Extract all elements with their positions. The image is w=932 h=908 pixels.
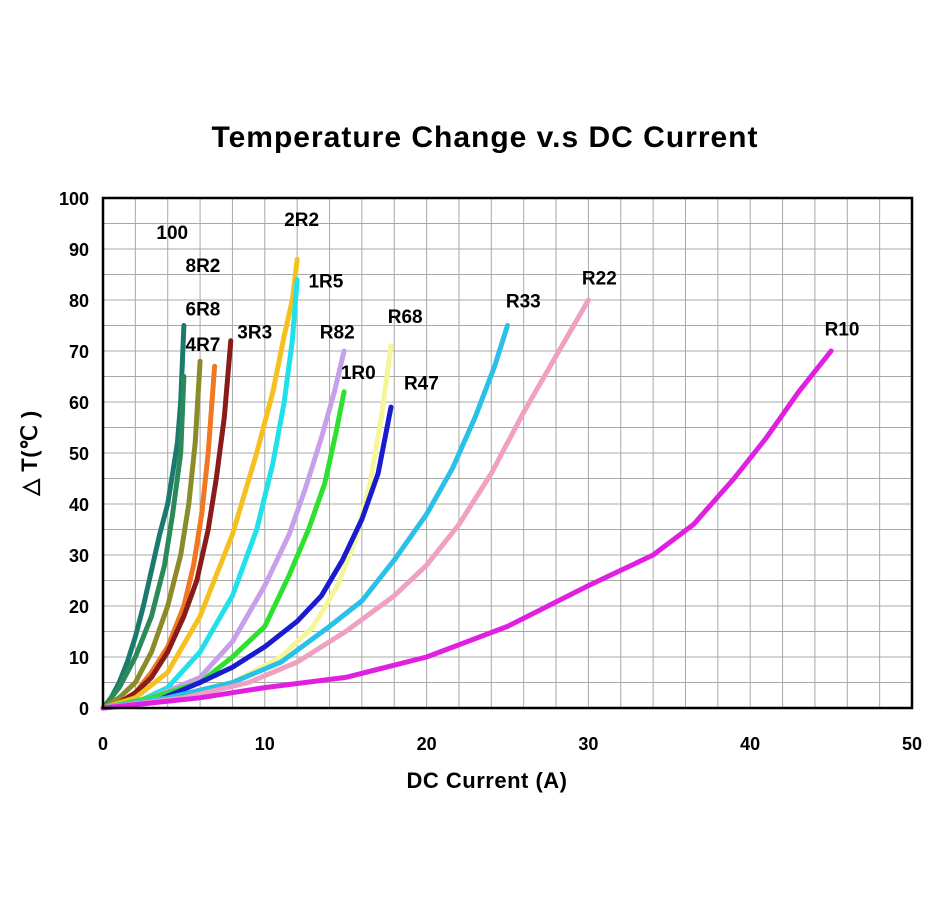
series-label-1r0: 1R0: [341, 363, 376, 384]
chart-title: Temperature Change v.s DC Current: [212, 121, 759, 154]
y-tick-label: 40: [69, 495, 89, 515]
y-tick-label: 30: [69, 546, 89, 566]
series-label-4r7: 4R7: [186, 335, 221, 356]
series-label-1r5: 1R5: [308, 271, 343, 292]
x-tick-label: 40: [740, 734, 760, 754]
series-label-r82: R82: [320, 322, 355, 343]
y-tick-label: 20: [69, 597, 89, 617]
y-tick-label: 10: [69, 648, 89, 668]
series-label-3r3: 3R3: [237, 322, 272, 343]
series-line-8r2: [100, 374, 187, 711]
grid: [102, 197, 913, 709]
series-line-r33: [100, 323, 510, 711]
series-label-100: 100: [156, 223, 188, 244]
plot-frame: [101, 196, 914, 710]
y-tick-label: 90: [69, 240, 89, 260]
y-axis-title: △ T(℃ ): [17, 410, 42, 496]
y-tick-label: 50: [69, 444, 89, 464]
x-tick-label: 10: [255, 734, 275, 754]
series-label-r47: R47: [404, 373, 439, 394]
series-line-r47: [100, 404, 394, 711]
x-tick-label: 30: [578, 734, 598, 754]
y-axis-ticks: 0 10 20 30 40 50 60 70 80 90 100: [59, 189, 89, 719]
x-tick-label: 50: [902, 734, 922, 754]
series-label-r22: R22: [582, 269, 617, 290]
series-label-6r8: 6R8: [186, 299, 221, 320]
x-axis-title: DC Current (A): [407, 768, 568, 793]
y-tick-label: 100: [59, 189, 89, 209]
x-axis-ticks: 0 10 20 30 40 50: [98, 734, 922, 754]
y-tick-label: 0: [79, 699, 89, 719]
series-label-8r2: 8R2: [186, 256, 221, 277]
series-label-2r2: 2R2: [284, 210, 319, 231]
x-tick-label: 0: [98, 734, 108, 754]
series-label-r68: R68: [388, 307, 423, 328]
y-tick-label: 80: [69, 291, 89, 311]
series-label-r10: R10: [825, 320, 860, 341]
series-line-r10: [100, 348, 834, 711]
series-labels: 100 8R2 6R8 4R7 3R3 2R2 1R5 R82 1R0 R68 R47 R33 R22 R…: [156, 210, 859, 394]
y-tick-label: 70: [69, 342, 89, 362]
x-tick-label: 20: [417, 734, 437, 754]
series-line-3r3: [100, 338, 234, 711]
series-curves: [100, 256, 834, 711]
series-line-r68: [100, 343, 394, 711]
series-line-r22: [100, 297, 591, 711]
series-label-r33: R33: [506, 292, 541, 313]
series-line-6r8: [100, 358, 203, 711]
series-line-2r2: [100, 256, 300, 711]
y-tick-label: 60: [69, 393, 89, 413]
